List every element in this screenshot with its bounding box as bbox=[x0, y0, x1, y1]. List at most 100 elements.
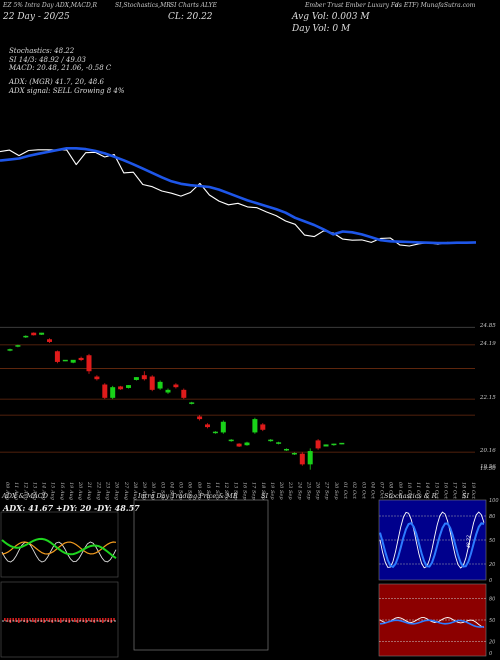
date-tick-label: 30 Sep bbox=[333, 482, 339, 500]
macd-histogram-bar bbox=[12, 618, 14, 621]
date-tick-label: 05 Sep bbox=[178, 482, 184, 500]
macd-histogram-bar bbox=[6, 618, 9, 622]
candle-body bbox=[54, 351, 60, 362]
candle-body bbox=[212, 431, 218, 434]
macd-histogram-bar bbox=[46, 618, 48, 621]
date-tick-label: 09 Aug bbox=[4, 482, 10, 500]
candlestick-chart bbox=[0, 326, 475, 470]
date-tick-label: 11 Sep bbox=[214, 482, 220, 500]
date-tick-label: 11 Oct bbox=[415, 482, 421, 500]
candle-body bbox=[323, 444, 329, 447]
date-tick-label: 19 Aug bbox=[68, 482, 74, 500]
stoch-title: Stochastics & R bbox=[384, 492, 437, 500]
indicator-panels: 100 80 50 20 0 48.22 80 50 20 0 bbox=[0, 498, 499, 658]
macd-histogram-bar bbox=[26, 618, 28, 623]
adx-panel bbox=[0, 511, 119, 578]
date-tick-label: 16 Oct bbox=[442, 482, 448, 500]
date-tick-label: 18 Oct bbox=[461, 482, 467, 500]
macd-histogram-bar bbox=[23, 618, 26, 622]
candle-body bbox=[205, 424, 210, 428]
macd-histogram-bar bbox=[113, 618, 115, 621]
date-tick-label: 30 Aug bbox=[150, 482, 156, 500]
macd-histogram-bar bbox=[79, 618, 82, 621]
macd-histogram-bar bbox=[18, 618, 20, 623]
date-tick-label: 24 Sep bbox=[296, 481, 302, 500]
date-axis: 09 Aug 11 Aug 12 Aug 13 Aug 14 Aug 15 Aug 16 A… bbox=[4, 481, 476, 500]
date-tick-label: 02 Oct bbox=[351, 482, 357, 500]
candle-body bbox=[94, 376, 100, 380]
rsi-tick-label: 0 bbox=[489, 651, 492, 657]
rsi-tick-label: 80 bbox=[489, 596, 495, 602]
date-tick-label: 29 Aug bbox=[141, 481, 147, 500]
candle-body bbox=[86, 355, 92, 372]
macd-histogram-bar bbox=[15, 618, 17, 622]
candle-body bbox=[126, 385, 131, 388]
date-tick-label: 23 Aug bbox=[104, 481, 110, 500]
candle-body bbox=[23, 335, 29, 338]
candle-body bbox=[252, 419, 258, 433]
candle-body bbox=[276, 442, 282, 444]
stoch-tick-label: 20 bbox=[489, 562, 495, 568]
date-tick-label: 10 Oct bbox=[406, 482, 412, 500]
candle-body bbox=[220, 421, 226, 433]
candle-body bbox=[331, 443, 337, 446]
date-tick-label: 19 Oct bbox=[470, 482, 476, 500]
y-tick-label: 20.16 bbox=[480, 448, 496, 455]
date-tick-label: 20 Sep bbox=[278, 481, 284, 500]
date-tick-label: 01 Oct bbox=[342, 482, 348, 500]
candle-body bbox=[31, 332, 37, 336]
date-tick-label: 16 Aug bbox=[59, 482, 65, 500]
candle-body bbox=[284, 448, 289, 451]
date-tick-label: 27 Aug bbox=[123, 481, 129, 500]
adx-macd-title: ADX & MACD bbox=[2, 492, 48, 500]
candle-body bbox=[39, 332, 45, 335]
candle-body bbox=[62, 359, 68, 362]
macd-histogram-bar bbox=[76, 618, 79, 623]
macd-histogram-bar bbox=[37, 618, 40, 621]
candle-body bbox=[149, 376, 155, 390]
date-tick-label: 03 Sep bbox=[159, 482, 165, 500]
candle-body bbox=[102, 384, 108, 398]
date-tick-label: 06 Sep bbox=[187, 482, 193, 500]
header-line1-right2: ds ETF) MunafaSutra.com bbox=[395, 2, 476, 9]
stoch-tick-label: 0 bbox=[489, 578, 492, 584]
macd-histogram-bar bbox=[93, 618, 96, 623]
macd-histogram-bar bbox=[102, 618, 104, 623]
macd-histogram-bar bbox=[34, 618, 37, 623]
header-line1-left: EZ 5% Intra Day ADX,MACD,R bbox=[3, 2, 97, 9]
y-tick-label: 19.56 bbox=[480, 464, 496, 471]
date-tick-label: 13 Sep bbox=[232, 482, 238, 500]
indicator-macd: MACD: 20.48, 21.06, -0.58 C bbox=[9, 64, 112, 72]
candle-body bbox=[189, 402, 195, 404]
date-tick-label: 27 Sep bbox=[324, 481, 330, 500]
candle-body bbox=[165, 389, 171, 393]
indicator-stochastics: Stochastics: 48.22 bbox=[9, 47, 75, 55]
indicator-si: SI 14/3: 48.92 / 49.03 bbox=[9, 56, 86, 64]
candle-body bbox=[173, 384, 179, 388]
date-tick-label: 08 Oct bbox=[388, 482, 394, 500]
candle-body bbox=[315, 440, 321, 449]
candle-body bbox=[141, 375, 147, 380]
candle-body bbox=[7, 349, 13, 351]
date-tick-label: 09 Sep bbox=[196, 482, 202, 500]
candle-body bbox=[291, 452, 297, 455]
candle-body bbox=[70, 359, 76, 363]
date-tick-label: 19 Sep bbox=[269, 482, 275, 500]
y-tick-label: 19.50 bbox=[480, 465, 496, 472]
macd-histogram-bar bbox=[48, 618, 51, 622]
date-tick-label: 04 Sep bbox=[168, 482, 174, 500]
macd-histogram-bar bbox=[74, 618, 76, 622]
date-tick-label: 17 Sep bbox=[251, 482, 257, 500]
rsi-tick-label: 20 bbox=[489, 640, 495, 646]
macd-histogram-bar bbox=[20, 618, 23, 621]
date-tick-label: 10 Sep bbox=[205, 482, 211, 500]
header-line1-mid: SI,Stochastics,MR bbox=[115, 2, 171, 9]
indicator-adx-signal: ADX signal: SELL Growing 8 4% bbox=[9, 87, 125, 95]
candle-body bbox=[244, 442, 250, 446]
date-tick-label: 17 Oct bbox=[452, 482, 458, 500]
rsi-blue-line bbox=[379, 619, 485, 628]
macd-histogram-bar bbox=[96, 618, 98, 621]
y-tick-label: 22.15 bbox=[480, 395, 496, 402]
date-tick-label: 12 Aug bbox=[22, 482, 28, 500]
